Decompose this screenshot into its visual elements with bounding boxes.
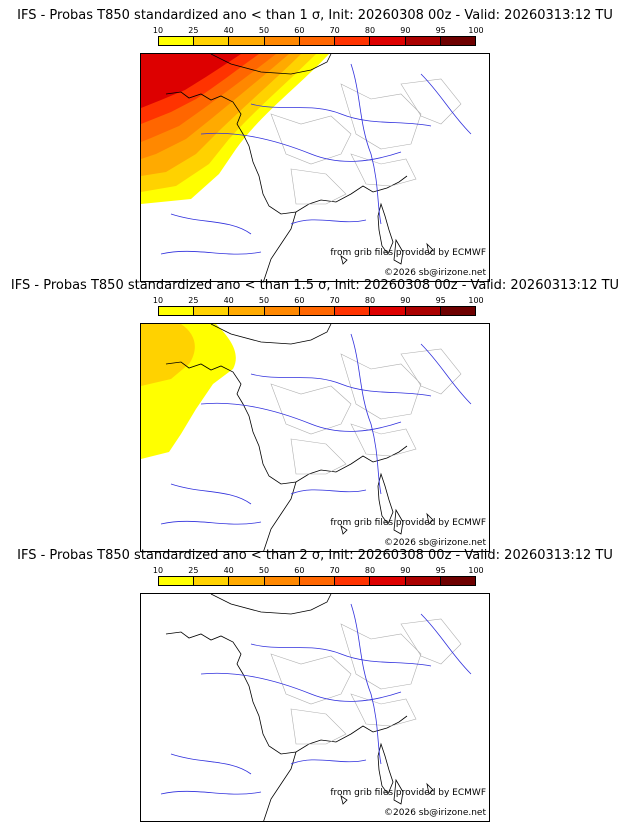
scale-swatch <box>440 307 475 315</box>
scale-tick-labels: 10 25 40 50 60 70 80 90 95 100 <box>153 26 484 36</box>
scale-swatch <box>194 307 230 315</box>
scale-swatch <box>299 307 336 315</box>
prob-25-40 <box>141 324 195 386</box>
scale-swatch <box>335 577 371 585</box>
scale-swatch <box>335 307 371 315</box>
scale-bar <box>158 576 476 586</box>
panel-title: IFS - Probas T850 standardized ano < tha… <box>17 8 613 23</box>
map-panel-2sigma: IFS - Probas T850 standardized ano < tha… <box>0 546 630 822</box>
rivers <box>160 63 472 255</box>
source-note: from grib files provided by ECMWF <box>330 788 486 798</box>
scale-tick-labels: 10 25 40 50 60 70 80 90 95 100 <box>153 566 484 576</box>
scale-tick-label: 80 <box>364 566 376 575</box>
scale-tick-label: 90 <box>400 26 411 35</box>
scale-tick-label: 10 <box>152 296 164 305</box>
map-canvas <box>141 54 472 281</box>
color-scale: 10 25 40 50 60 70 80 90 95 100 <box>153 296 484 320</box>
scale-tick-label: 100 <box>468 296 484 305</box>
scale-tick-label: 50 <box>258 566 270 575</box>
scale-tick-label: 25 <box>188 26 199 35</box>
scale-tick-label: 90 <box>400 296 411 305</box>
scale-swatch <box>335 37 371 45</box>
probability-map: from grib files provided by ECMWF ©2026 … <box>140 593 490 822</box>
coastlines <box>165 594 434 821</box>
scale-bar <box>158 306 476 316</box>
scale-swatch <box>229 577 265 585</box>
scale-swatch <box>405 307 441 315</box>
borders <box>270 618 462 745</box>
scale-swatch <box>159 307 195 315</box>
scale-swatch <box>440 577 475 585</box>
source-note: from grib files provided by ECMWF <box>330 518 486 528</box>
source-note: from grib files provided by ECMWF <box>330 248 486 258</box>
scale-tick-label: 100 <box>468 26 484 35</box>
scale-tick-label: 95 <box>435 26 446 35</box>
scale-tick-label: 50 <box>258 296 270 305</box>
probability-field <box>141 54 329 204</box>
scale-swatch <box>194 37 230 45</box>
scale-swatch <box>264 37 300 45</box>
scale-tick-label: 40 <box>223 296 234 305</box>
rivers <box>160 603 472 795</box>
scale-tick-label: 95 <box>435 296 446 305</box>
scale-swatch <box>159 577 195 585</box>
borders <box>270 78 462 205</box>
scale-swatch <box>194 577 230 585</box>
scale-swatch <box>264 307 300 315</box>
scale-tick-label: 40 <box>223 26 234 35</box>
scale-tick-label: 10 <box>152 566 164 575</box>
scale-tick-label: 100 <box>468 566 484 575</box>
scale-swatch <box>370 307 406 315</box>
rivers <box>160 333 472 525</box>
color-scale: 10 25 40 50 60 70 80 90 95 100 <box>153 26 484 50</box>
scale-swatch <box>264 577 300 585</box>
probability-map: from grib files provided by ECMWF ©2026 … <box>140 323 490 552</box>
panel-title: IFS - Probas T850 standardized ano < tha… <box>17 548 613 563</box>
scale-tick-label: 80 <box>364 26 376 35</box>
prob-80-90 <box>141 54 241 108</box>
scale-tick-label: 25 <box>188 566 199 575</box>
scale-tick-label: 70 <box>329 26 340 35</box>
map-canvas <box>160 594 472 821</box>
scale-swatch <box>299 577 336 585</box>
scale-tick-label: 50 <box>258 26 270 35</box>
scale-tick-label: 80 <box>364 296 376 305</box>
scale-swatch <box>159 37 195 45</box>
copyright: ©2026 sb@irizone.net <box>384 808 486 818</box>
scale-bar <box>158 36 476 46</box>
probability-field <box>141 324 236 459</box>
color-scale: 10 25 40 50 60 70 80 90 95 100 <box>153 566 484 590</box>
scale-swatch <box>370 577 406 585</box>
scale-tick-label: 60 <box>294 296 305 305</box>
scale-tick-label: 10 <box>152 26 164 35</box>
map-panel-1-5sigma: IFS - Probas T850 standardized ano < tha… <box>0 276 630 552</box>
coastlines <box>165 54 434 281</box>
scale-tick-label: 70 <box>329 296 340 305</box>
scale-tick-labels: 10 25 40 50 60 70 80 90 95 100 <box>153 296 484 306</box>
scale-tick-label: 25 <box>188 296 199 305</box>
copyright: ©2026 sb@irizone.net <box>384 538 486 548</box>
scale-swatch <box>299 37 336 45</box>
scale-swatch <box>440 37 475 45</box>
scale-tick-label: 60 <box>294 26 305 35</box>
scale-tick-label: 95 <box>435 566 446 575</box>
scale-swatch <box>229 307 265 315</box>
scale-tick-label: 60 <box>294 566 305 575</box>
scale-swatch <box>405 37 441 45</box>
scale-tick-label: 40 <box>223 566 234 575</box>
copyright: ©2026 sb@irizone.net <box>384 268 486 278</box>
borders <box>270 348 462 475</box>
panel-title: IFS - Probas T850 standardized ano < tha… <box>10 278 620 293</box>
map-canvas <box>141 324 472 551</box>
scale-swatch <box>370 37 406 45</box>
map-panel-1sigma: IFS - Probas T850 standardized ano < tha… <box>0 6 630 282</box>
scale-swatch <box>405 577 441 585</box>
scale-tick-label: 70 <box>329 566 340 575</box>
scale-swatch <box>229 37 265 45</box>
scale-tick-label: 90 <box>400 566 411 575</box>
probability-map: from grib files provided by ECMWF ©2026 … <box>140 53 490 282</box>
